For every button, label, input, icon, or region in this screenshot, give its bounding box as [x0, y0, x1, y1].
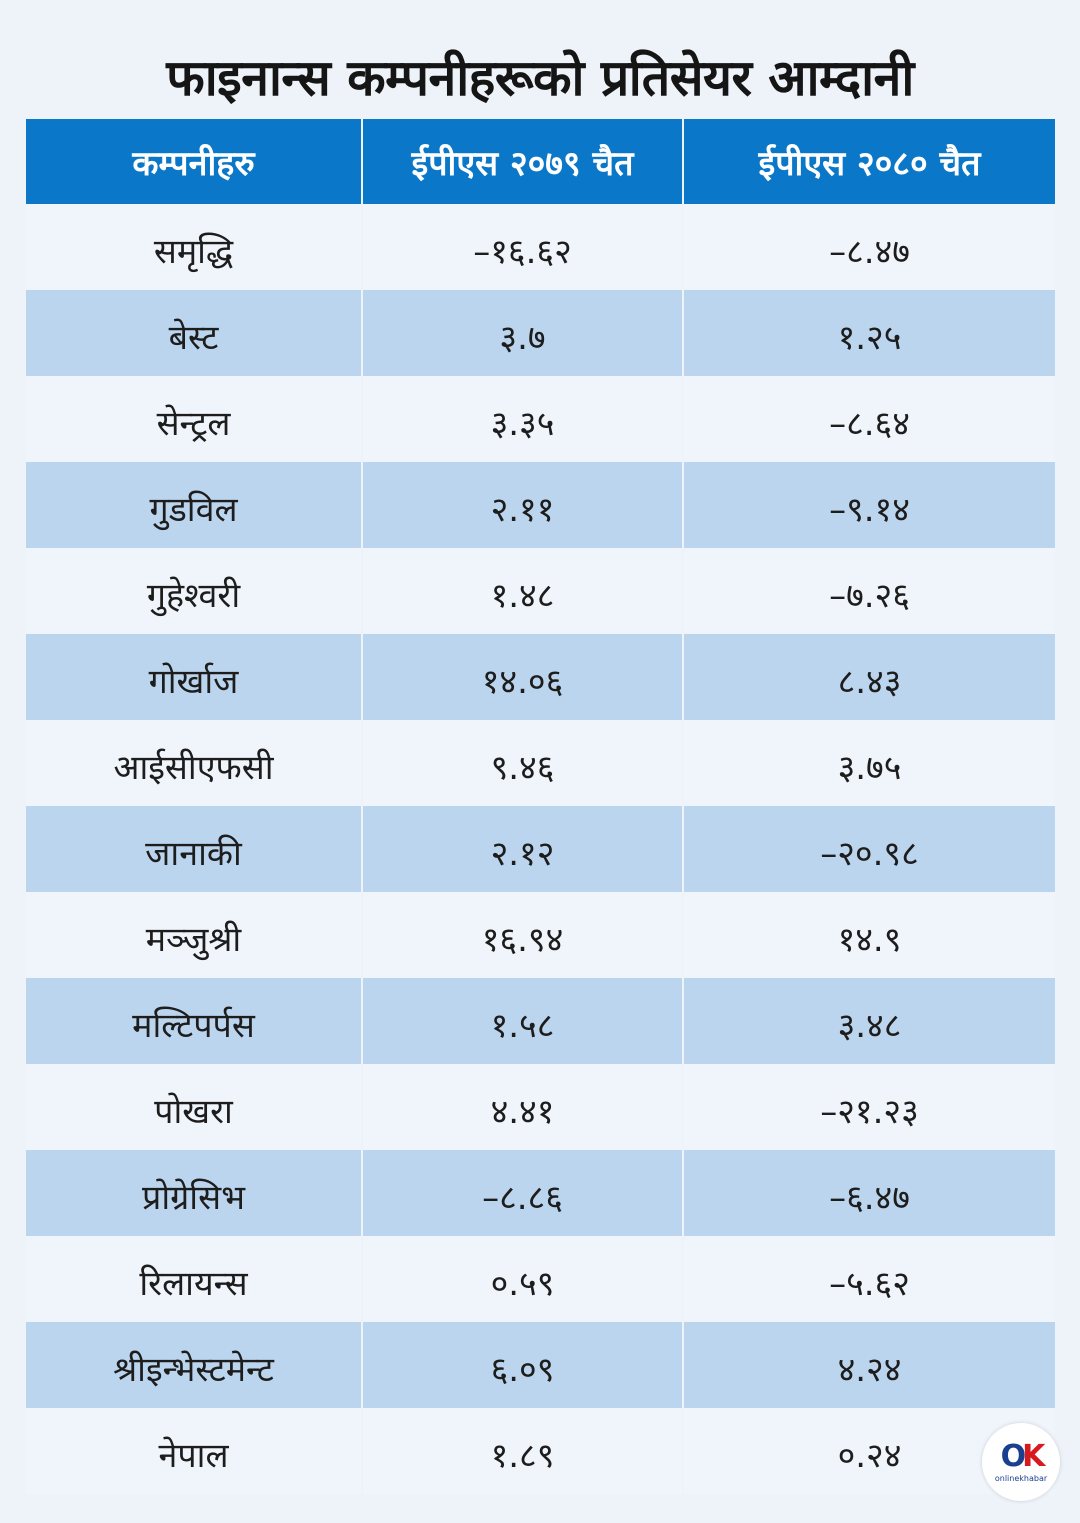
eps-2079-cell: २.१२ [363, 806, 684, 892]
logo-mark: OK [1000, 1438, 1046, 1474]
eps-2080-cell: –९.१४ [684, 462, 1055, 548]
company-cell: बेस्ट [26, 290, 363, 376]
company-cell: पोखरा [26, 1064, 363, 1150]
company-cell: प्रोग्रेसिभ [26, 1150, 363, 1236]
company-cell: समृद्धि [26, 204, 363, 290]
header-eps-2079: ईपीएस २०७९ चैत [363, 119, 684, 204]
eps-2079-cell: १४.०६ [363, 634, 684, 720]
eps-2079-cell: ६.०९ [363, 1322, 684, 1408]
eps-2079-cell: ३.७ [363, 290, 684, 376]
company-cell: सेन्ट्रल [26, 376, 363, 462]
company-cell: आईसीएफसी [26, 720, 363, 806]
eps-2080-cell: –६.४७ [684, 1150, 1055, 1236]
eps-2079-cell: –८.८६ [363, 1150, 684, 1236]
eps-2080-cell: –५.६२ [684, 1236, 1055, 1322]
eps-2079-cell: ०.५९ [363, 1236, 684, 1322]
eps-2080-cell: –८.६४ [684, 376, 1055, 462]
eps-2080-cell: ८.४३ [684, 634, 1055, 720]
eps-2079-cell: ४.४१ [363, 1064, 684, 1150]
eps-2080-cell: ३.७५ [684, 720, 1055, 806]
eps-2080-cell: १.२५ [684, 290, 1055, 376]
eps-2079-cell: १.४८ [363, 548, 684, 634]
eps-table: कम्पनीहरु ईपीएस २०७९ चैत ईपीएस २०८० चैत … [26, 119, 1055, 1494]
eps-2080-cell: ४.२४ [684, 1322, 1055, 1408]
eps-2080-cell: १४.९ [684, 892, 1055, 978]
eps-2079-cell: २.११ [363, 462, 684, 548]
header-eps-2080: ईपीएस २०८० चैत [684, 119, 1055, 204]
company-cell: मल्टिपर्पस [26, 978, 363, 1064]
company-cell: नेपाल [26, 1408, 363, 1494]
logo-text: onlinekhabar [994, 1473, 1048, 1483]
eps-2080-cell: –८.४७ [684, 204, 1055, 290]
eps-2080-cell: –२१.२३ [684, 1064, 1055, 1150]
header-company: कम्पनीहरु [26, 119, 363, 204]
eps-2079-cell: १.८९ [363, 1408, 684, 1494]
eps-2080-cell: –२०.९८ [684, 806, 1055, 892]
company-cell: श्रीइन्भेस्टमेन्ट [26, 1322, 363, 1408]
eps-2079-cell: ३.३५ [363, 376, 684, 462]
page-title: फाइनान्स कम्पनीहरूको प्रतिसेयर आम्दानी [166, 49, 914, 107]
eps-2079-cell: ९.४६ [363, 720, 684, 806]
company-cell: रिलायन्स [26, 1236, 363, 1322]
company-cell: गुडविल [26, 462, 363, 548]
eps-2079-cell: १.५८ [363, 978, 684, 1064]
eps-2080-cell: –७.२६ [684, 548, 1055, 634]
company-cell: गुहेश्वरी [26, 548, 363, 634]
eps-2079-cell: १६.९४ [363, 892, 684, 978]
company-cell: मञ्जुश्री [26, 892, 363, 978]
onlinekhabar-logo: OK onlinekhabar [982, 1423, 1060, 1501]
eps-2080-cell: ३.४८ [684, 978, 1055, 1064]
eps-2079-cell: –१६.६२ [363, 204, 684, 290]
company-cell: गोर्खाज [26, 634, 363, 720]
company-cell: जानाकी [26, 806, 363, 892]
